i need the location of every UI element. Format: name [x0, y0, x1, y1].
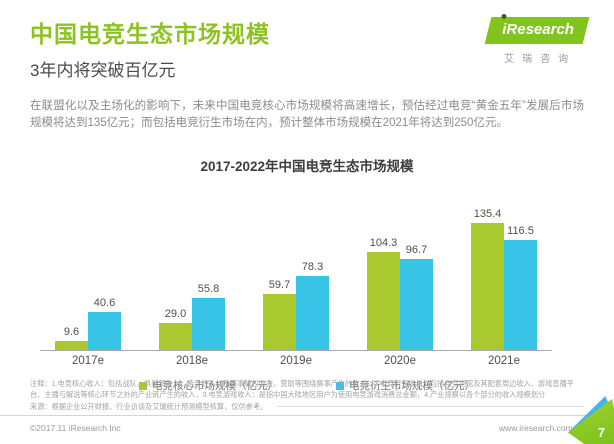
bar-group-2021e: 135.4 116.5 2021e: [471, 208, 537, 367]
bar-column: 29.0: [159, 308, 192, 351]
x-axis-label-2021e: 2021e: [488, 355, 520, 368]
website-url: www.iresearch.com.cn: [498, 423, 584, 433]
page-number: 7: [597, 425, 605, 440]
footnotes: 注释：1.电竞核心收入：包括战队、俱乐部收入、选手收入以及赛事版权收益，赞助等围…: [30, 379, 584, 412]
bar-group-2017e: 9.6 40.6 2017e: [55, 297, 121, 367]
bar-value-label: 9.6: [63, 326, 80, 339]
page-footer: ©2017.11 iResearch Inc www.iresearch.com…: [0, 415, 614, 444]
bar-column: 55.8: [192, 283, 225, 351]
bar-value-label: 55.8: [197, 283, 220, 296]
logo-chinese-name: 艾瑞咨询: [504, 54, 577, 65]
source-row: 来源：根据企业公开财报、行业访谈及艾瑞统计预测模型核算，仅供参考。: [30, 402, 584, 413]
bar-group-2018e: 29.0 55.8 2018e: [159, 283, 225, 367]
bar-column: 9.6: [55, 326, 88, 351]
bar-column: 59.7: [263, 279, 296, 351]
legend-swatch-blue: [336, 381, 344, 390]
bar-value-label: 59.7: [268, 279, 291, 292]
bar-value-label: 135.4: [473, 208, 502, 221]
x-axis-label-2018e: 2018e: [176, 355, 208, 368]
logo-brand-text: iResearch: [502, 21, 575, 38]
chart-title: 2017-2022年中国电竞生态市场规模: [200, 159, 414, 175]
core-market-bar-2021e: [471, 223, 504, 351]
derivative-market-bar-2019e: [296, 276, 329, 351]
header-titles: 中国电竞生态市场规模 3年内将突破百亿元: [30, 15, 270, 81]
iresearch-logo: iResearch 艾瑞咨询: [484, 14, 590, 65]
bar-group-2020e: 104.3 96.7 2020e: [367, 237, 433, 367]
x-axis-label-2019e: 2019e: [280, 355, 312, 368]
derivative-market-bar-2017e: [88, 312, 121, 351]
bar-group-2019e: 59.7 78.3 2019e: [263, 261, 329, 367]
corner-decoration: 7: [566, 396, 614, 444]
bar-column: 40.6: [88, 297, 121, 351]
bar-value-label: 116.5: [507, 225, 534, 238]
derivative-market-bar-2020e: [400, 259, 433, 351]
bar-value-label: 104.3: [369, 237, 398, 250]
core-market-bar-2018e: [159, 323, 192, 351]
footer-inner: ©2017.11 iResearch Inc www.iresearch.com…: [0, 416, 614, 433]
bar-column: 96.7: [400, 244, 433, 351]
core-market-bar-2017e: [55, 341, 88, 351]
copyright-text: ©2017.11 iResearch Inc: [30, 423, 121, 433]
derivative-market-bar-2021e: [504, 240, 537, 351]
x-axis-label-2017e: 2017e: [72, 355, 104, 368]
legend-label-core-market: 电竞核心市场规模（亿元）: [152, 380, 278, 393]
core-market-bar-2020e: [367, 252, 400, 351]
source-text: 来源：根据企业公开财报、行业访谈及艾瑞统计预测模型核算，仅供参考。: [30, 401, 268, 411]
legend-label-derivative-market: 电竞衍生市场规模（亿元）: [349, 380, 475, 393]
page-title: 中国电竞生态市场规模: [30, 21, 270, 47]
page-header: 中国电竞生态市场规模 3年内将突破百亿元 iResearch 艾瑞咨询: [0, 0, 614, 81]
legend-item-core-market: 电竞核心市场规模（亿元）: [139, 378, 278, 393]
bar-value-label: 29.0: [164, 308, 187, 321]
note-text: 注释：1.电竞核心收入：包括战队、俱乐部收入、选手收入以及赛事版权收益，赞助等围…: [30, 379, 574, 399]
legend-swatch-green: [139, 381, 147, 390]
page-subtitle: 3年内将突破百亿元: [30, 61, 176, 80]
bar-column: 135.4: [471, 208, 504, 351]
bar-value-label: 40.6: [93, 297, 116, 310]
bar-column: 116.5: [504, 225, 537, 351]
bar-value-label: 96.7: [405, 244, 428, 257]
bar-value-label: 78.3: [301, 261, 324, 274]
legend-item-derivative-market: 电竞衍生市场规模（亿元）: [336, 378, 475, 393]
bar-column: 104.3: [367, 237, 400, 351]
chart-legend: 电竞核心市场规模（亿元） 电竞衍生市场规模（亿元）: [0, 378, 614, 393]
bar-plot: 9.6 40.6 2017e 29.0 55.8 2018e 59.7 78.3 2019e 10…: [40, 202, 552, 367]
bar-column: 78.3: [296, 261, 329, 351]
x-axis-label-2020e: 2020e: [384, 355, 416, 368]
intro-paragraph: 在联盟化以及主场化的影响下，未来中国电竞核心市场规模将高速增长，预估经过电竞“黄…: [30, 100, 584, 130]
corner-triangle-green-icon: [567, 398, 614, 444]
core-market-bar-2019e: [263, 294, 296, 351]
derivative-market-bar-2018e: [192, 298, 225, 351]
logo-i-dot-icon: [501, 14, 507, 19]
logo-plate: iResearch: [484, 14, 590, 44]
